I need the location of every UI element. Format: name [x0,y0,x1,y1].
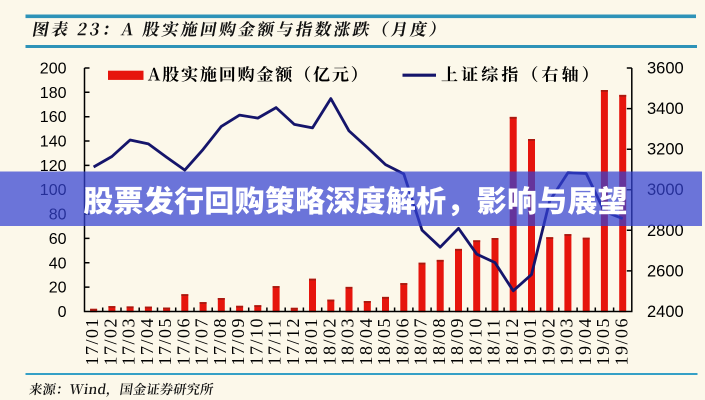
svg-text:18/09: 18/09 [447,317,467,366]
svg-text:17/04: 17/04 [137,317,157,366]
svg-text:17/09: 17/09 [228,317,248,366]
svg-text:17/05: 17/05 [155,317,175,366]
svg-text:180: 180 [40,85,67,102]
svg-text:19/03: 19/03 [557,317,577,366]
svg-text:17/12: 17/12 [283,317,303,366]
svg-text:17/06: 17/06 [173,317,193,366]
svg-text:19/06: 19/06 [611,317,631,366]
svg-text:17/08: 17/08 [210,317,230,366]
svg-text:18/12: 18/12 [502,317,522,366]
svg-text:17/01: 17/01 [82,317,102,366]
svg-text:18/03: 18/03 [338,317,358,366]
svg-text:0: 0 [58,304,67,321]
svg-text:140: 140 [40,134,67,151]
svg-text:3200: 3200 [647,141,684,159]
svg-text:60: 60 [49,231,67,248]
svg-text:18/05: 18/05 [374,317,394,366]
svg-text:2400: 2400 [647,303,684,321]
svg-text:19/02: 19/02 [538,317,558,366]
svg-text:18/02: 18/02 [319,317,339,366]
svg-text:120: 120 [40,158,67,175]
svg-text:17/03: 17/03 [119,317,139,366]
svg-text:2600: 2600 [647,262,684,280]
svg-text:2800: 2800 [647,222,684,240]
svg-text:17/02: 17/02 [101,317,121,366]
svg-text:17/10: 17/10 [246,317,266,366]
svg-text:3600: 3600 [647,60,684,78]
svg-text:18/08: 18/08 [429,317,449,366]
svg-text:18/11: 18/11 [484,318,504,366]
svg-text:20: 20 [49,280,67,297]
svg-text:40: 40 [49,255,67,272]
svg-text:160: 160 [40,109,67,126]
svg-text:18/06: 18/06 [392,317,412,366]
svg-text:19/04: 19/04 [575,317,595,366]
svg-text:18/01: 18/01 [301,317,321,366]
svg-text:18/07: 18/07 [411,317,431,366]
svg-text:19/01: 19/01 [520,317,540,366]
svg-text:18/10: 18/10 [465,317,485,366]
svg-text:17/11: 17/11 [265,318,285,366]
svg-text:19/05: 19/05 [593,317,613,366]
svg-text:17/07: 17/07 [192,317,212,366]
svg-text:18/04: 18/04 [356,317,376,366]
svg-text:200: 200 [40,61,67,78]
svg-text:3400: 3400 [647,100,684,118]
